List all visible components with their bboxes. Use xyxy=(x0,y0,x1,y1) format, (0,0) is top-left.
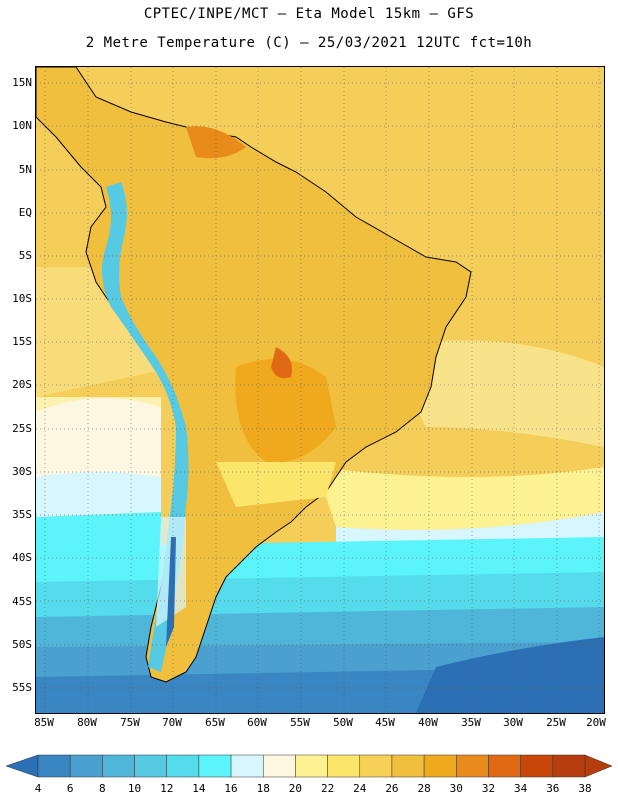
colorbar-swatch xyxy=(262,754,296,778)
lon-label: 35W xyxy=(461,716,481,729)
colorbar-swatch xyxy=(423,754,457,778)
ocean-band-20 xyxy=(36,398,161,487)
colorbar-label: 20 xyxy=(288,782,303,795)
colorbar-label: 12 xyxy=(160,782,174,795)
colorbar-swatch xyxy=(166,754,200,778)
lat-label: 55S xyxy=(12,681,32,694)
colorbar-label: 4 xyxy=(34,782,42,795)
andes-coldest xyxy=(166,537,176,647)
colorbar-label: 38 xyxy=(578,782,592,795)
colorbar xyxy=(5,754,613,778)
lat-label: 40S xyxy=(12,551,32,564)
colorbar-swatch xyxy=(198,754,232,778)
colorbar-label: 24 xyxy=(353,782,367,795)
colorbar-label: 26 xyxy=(385,782,399,795)
colorbar-label: 14 xyxy=(192,782,206,795)
lat-label: EQ xyxy=(18,206,32,219)
lat-label: 30S xyxy=(12,465,32,478)
colorbar-high-arrow xyxy=(584,754,613,778)
temperature-map xyxy=(35,66,605,714)
lon-label: 70W xyxy=(162,716,182,729)
lat-label: 5N xyxy=(18,163,32,176)
hottest-spot xyxy=(271,347,292,379)
colorbar-low-arrow xyxy=(5,754,39,778)
graticule xyxy=(36,67,604,713)
colorbar-swatch xyxy=(456,754,489,778)
lat-label: 20S xyxy=(12,378,32,391)
map-title: CPTEC/INPE/MCT – Eta Model 15km – GFS xyxy=(143,6,475,22)
colorbar-swatch xyxy=(37,754,71,778)
lon-label: 30W xyxy=(503,716,523,729)
ocean-band-24b xyxy=(316,467,604,530)
colorbar-swatch xyxy=(102,754,135,778)
map-svg xyxy=(36,67,604,713)
ocean-band-18 xyxy=(36,472,161,517)
lat-label: 25S xyxy=(12,422,32,435)
lon-label: 40W xyxy=(418,716,438,729)
lat-label: 15N xyxy=(12,76,32,89)
lon-label: 45W xyxy=(375,716,395,729)
colorbar-label: 6 xyxy=(66,782,74,795)
colorbar-label: 8 xyxy=(99,782,106,795)
colorbar-label: 22 xyxy=(320,782,335,795)
colorbar-swatch xyxy=(295,754,328,778)
lon-label: 65W xyxy=(205,716,225,729)
lat-label: 35S xyxy=(12,508,32,521)
colorbar-swatch xyxy=(391,754,425,778)
colorbar-swatch xyxy=(327,754,361,778)
colorbar-swatch xyxy=(134,754,167,778)
lat-label: 15S xyxy=(12,335,32,348)
colorbar-swatch xyxy=(552,754,586,778)
lat-label: 45S xyxy=(12,595,32,608)
colorbar-label: 32 xyxy=(481,782,496,795)
lon-label: 20W xyxy=(586,716,606,729)
map-subtitle: 2 Metre Temperature (C) – 25/03/2021 12U… xyxy=(85,35,533,51)
pampas-mild xyxy=(216,462,336,507)
colorbar-label: 34 xyxy=(514,782,528,795)
lon-label: 80W xyxy=(77,716,97,729)
lat-label: 50S xyxy=(12,638,32,651)
lat-label: 10S xyxy=(12,292,32,305)
lon-label: 60W xyxy=(247,716,267,729)
colorbar-label: 18 xyxy=(256,782,270,795)
lon-label: 25W xyxy=(546,716,566,729)
ocean-band-24 xyxy=(386,340,604,447)
lon-label: 85W xyxy=(34,716,54,729)
colorbar-swatch xyxy=(230,754,264,778)
colorbar-label: 28 xyxy=(417,782,431,795)
colorbar-swatch xyxy=(69,754,103,778)
colorbar-label: 30 xyxy=(449,782,463,795)
hot-region-north xyxy=(186,126,246,159)
lat-label: 5S xyxy=(18,249,32,262)
lon-label: 55W xyxy=(290,716,310,729)
colorbar-label: 36 xyxy=(546,782,560,795)
lat-label: 10N xyxy=(12,119,32,132)
lon-label: 75W xyxy=(120,716,140,729)
colorbar-swatch xyxy=(520,754,554,778)
colorbar-swatch xyxy=(359,754,393,778)
lon-label: 50W xyxy=(333,716,353,729)
colorbar-label: 10 xyxy=(127,782,142,795)
colorbar-swatch xyxy=(488,754,521,778)
colorbar-label: 16 xyxy=(224,782,238,795)
